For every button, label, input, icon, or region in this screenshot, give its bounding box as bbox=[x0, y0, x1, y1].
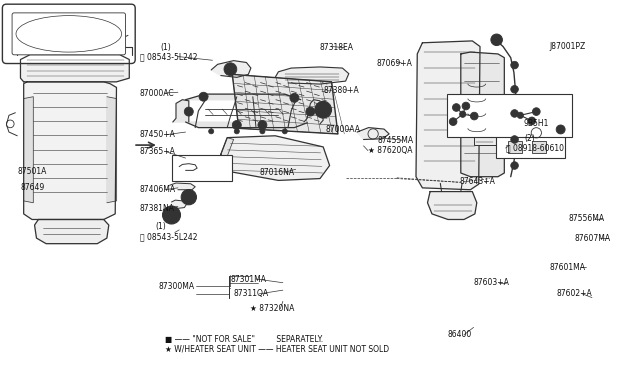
Circle shape bbox=[511, 61, 518, 69]
Text: 87311QA: 87311QA bbox=[234, 289, 269, 298]
Circle shape bbox=[491, 34, 502, 45]
Circle shape bbox=[232, 121, 241, 129]
Bar bbox=[508, 141, 522, 153]
Text: (1): (1) bbox=[160, 43, 171, 52]
Polygon shape bbox=[461, 52, 504, 177]
Circle shape bbox=[184, 107, 193, 116]
Circle shape bbox=[224, 63, 237, 76]
Bar bbox=[532, 141, 546, 153]
Circle shape bbox=[462, 102, 470, 110]
Polygon shape bbox=[275, 67, 349, 84]
Text: 87601MA: 87601MA bbox=[549, 263, 585, 272]
Polygon shape bbox=[170, 183, 195, 190]
Circle shape bbox=[511, 136, 518, 143]
Polygon shape bbox=[35, 219, 109, 244]
Polygon shape bbox=[20, 55, 129, 82]
Text: 87380+A: 87380+A bbox=[323, 86, 359, 95]
Polygon shape bbox=[221, 138, 234, 156]
Bar bbox=[447, 94, 572, 137]
Circle shape bbox=[511, 110, 518, 117]
Circle shape bbox=[470, 112, 478, 120]
Text: Ⓢ 08543-5L242: Ⓢ 08543-5L242 bbox=[140, 232, 197, 241]
Text: 87501A: 87501A bbox=[18, 167, 47, 176]
Text: ★ 87620QA: ★ 87620QA bbox=[368, 146, 413, 155]
Circle shape bbox=[209, 129, 214, 134]
Text: 9B5H1: 9B5H1 bbox=[524, 119, 549, 128]
Polygon shape bbox=[357, 128, 389, 140]
Text: 87000AA: 87000AA bbox=[325, 125, 360, 134]
Text: ⓝ 08918-60610: ⓝ 08918-60610 bbox=[506, 144, 564, 153]
Text: 86400: 86400 bbox=[448, 330, 472, 339]
Text: 87318EA: 87318EA bbox=[320, 43, 354, 52]
Polygon shape bbox=[172, 200, 187, 208]
Circle shape bbox=[517, 112, 524, 119]
Text: 87301MA: 87301MA bbox=[230, 275, 266, 283]
Text: (2): (2) bbox=[525, 134, 536, 143]
Circle shape bbox=[556, 125, 565, 134]
Polygon shape bbox=[211, 61, 251, 77]
Text: 87000AC: 87000AC bbox=[140, 89, 174, 97]
Circle shape bbox=[528, 117, 536, 125]
Circle shape bbox=[290, 93, 299, 102]
Polygon shape bbox=[186, 122, 307, 128]
Polygon shape bbox=[221, 136, 330, 180]
Circle shape bbox=[460, 111, 466, 118]
Bar bbox=[67, 24, 90, 42]
Circle shape bbox=[199, 92, 208, 101]
Circle shape bbox=[319, 105, 328, 114]
Circle shape bbox=[234, 129, 239, 134]
Bar bbox=[172, 155, 232, 181]
Text: 87455MA: 87455MA bbox=[378, 136, 413, 145]
Text: 87300MA: 87300MA bbox=[159, 282, 195, 291]
Text: 87406MA: 87406MA bbox=[140, 185, 175, 194]
Text: J87001PZ: J87001PZ bbox=[549, 42, 586, 51]
Circle shape bbox=[315, 102, 332, 118]
Polygon shape bbox=[304, 100, 323, 124]
Circle shape bbox=[163, 206, 180, 224]
Text: (1): (1) bbox=[155, 222, 166, 231]
Circle shape bbox=[260, 129, 265, 134]
Text: 87069+A: 87069+A bbox=[376, 59, 412, 68]
Text: 87607MA: 87607MA bbox=[575, 234, 611, 243]
Polygon shape bbox=[107, 97, 116, 203]
Polygon shape bbox=[186, 94, 301, 100]
FancyBboxPatch shape bbox=[12, 13, 125, 55]
Circle shape bbox=[511, 86, 518, 93]
Circle shape bbox=[452, 104, 460, 111]
Circle shape bbox=[282, 129, 287, 134]
Bar bbox=[42, 24, 64, 44]
Polygon shape bbox=[232, 74, 338, 134]
Polygon shape bbox=[416, 41, 480, 190]
Text: 87602+A: 87602+A bbox=[557, 289, 593, 298]
Text: ★ W/HEATER SEAT UNIT —— HEATER SEAT UNIT NOT SOLD: ★ W/HEATER SEAT UNIT —— HEATER SEAT UNIT… bbox=[165, 344, 389, 353]
Polygon shape bbox=[524, 117, 549, 149]
Text: 87603+A: 87603+A bbox=[474, 278, 509, 287]
Text: 87643+A: 87643+A bbox=[460, 177, 495, 186]
Bar bbox=[18, 15, 120, 25]
Text: ★ 87320NA: ★ 87320NA bbox=[250, 304, 294, 313]
Polygon shape bbox=[24, 97, 33, 203]
Polygon shape bbox=[428, 192, 477, 219]
Circle shape bbox=[532, 108, 540, 115]
Polygon shape bbox=[173, 100, 189, 122]
Polygon shape bbox=[179, 164, 197, 170]
Text: 87450+A: 87450+A bbox=[140, 130, 175, 139]
Circle shape bbox=[181, 189, 196, 205]
Circle shape bbox=[511, 162, 518, 169]
Text: 87365+A: 87365+A bbox=[140, 147, 175, 156]
Bar bbox=[474, 125, 496, 145]
Text: 87016NA: 87016NA bbox=[259, 168, 294, 177]
Text: 87649: 87649 bbox=[20, 183, 45, 192]
FancyBboxPatch shape bbox=[3, 4, 135, 64]
Text: 87556MA: 87556MA bbox=[568, 214, 604, 223]
Circle shape bbox=[306, 107, 315, 116]
Bar bbox=[496, 136, 565, 158]
Text: ■ —— "NOT FOR SALE"         SEPARATELY.: ■ —— "NOT FOR SALE" SEPARATELY. bbox=[165, 335, 323, 344]
Text: 87381NA: 87381NA bbox=[140, 204, 175, 213]
Circle shape bbox=[449, 118, 457, 125]
Circle shape bbox=[258, 121, 267, 129]
Polygon shape bbox=[24, 82, 116, 219]
Text: Ⓢ 08543-5L242: Ⓢ 08543-5L242 bbox=[140, 52, 197, 61]
Bar bbox=[18, 42, 120, 52]
